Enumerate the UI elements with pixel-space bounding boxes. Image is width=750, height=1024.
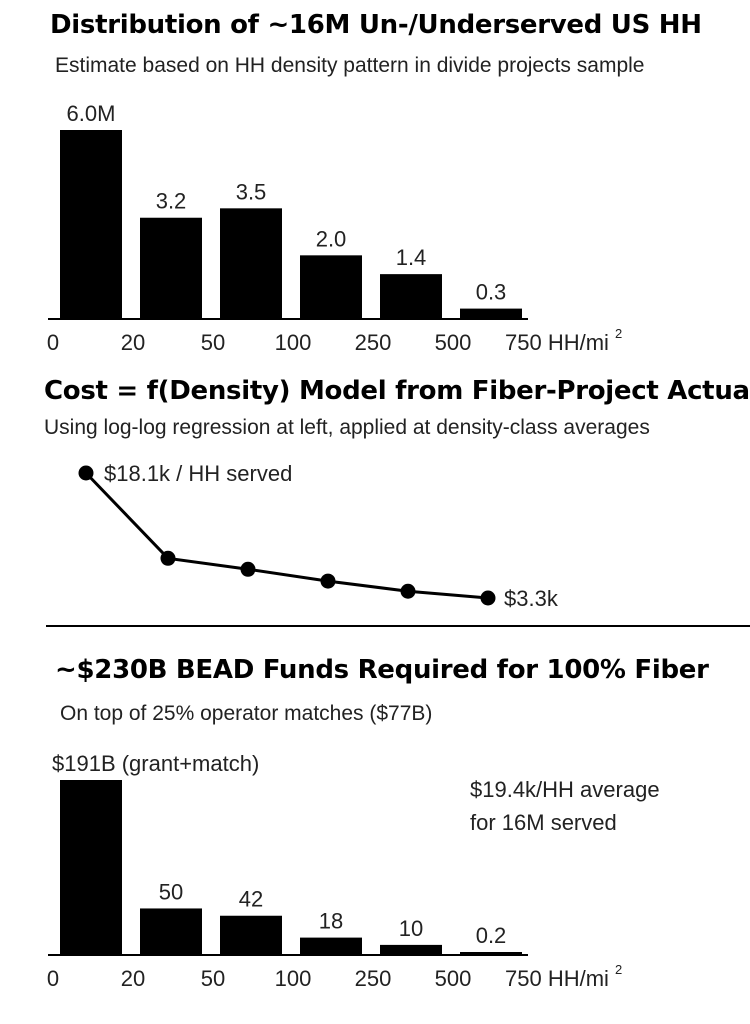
chart2-svg: $18.1k / HH served $3.3k — [46, 461, 750, 627]
x-tick-label: 0 — [47, 330, 59, 355]
bar-100-250 — [300, 255, 362, 318]
x-tick-label: 750 HH/mi 2 — [505, 326, 622, 355]
bar-250-500 — [380, 274, 442, 318]
bar-value-label: 0.3 — [476, 280, 507, 305]
bar-value-label: 3.5 — [236, 179, 267, 204]
bar-500-750 — [460, 308, 522, 318]
bar-100-250 — [300, 937, 362, 954]
bar-value-label: 18 — [319, 909, 343, 934]
bar-500-750 — [460, 952, 522, 954]
x-tick-label: 20 — [121, 330, 145, 355]
x-tick-label: 250 — [355, 966, 392, 991]
x-tick-label: 750 HH/mi 2 — [505, 962, 622, 991]
cost-point-0-20 — [78, 465, 94, 481]
cost-point-50-100 — [240, 561, 256, 577]
start-value-label: $18.1k / HH served — [104, 461, 292, 486]
chart1-title: Distribution of ~16M Un-/Underserved US … — [50, 10, 702, 40]
x-unit-superscript: 2 — [615, 962, 622, 977]
cost-point-500-750 — [480, 590, 496, 606]
bar-20-50 — [140, 217, 202, 318]
x-tick-label: 20 — [121, 966, 145, 991]
bar-0-20 — [60, 130, 122, 318]
bar-50-100 — [220, 915, 282, 954]
x-tick-label: 100 — [275, 966, 312, 991]
bar-250-500 — [380, 944, 442, 954]
end-value-label: $3.3k — [504, 586, 559, 611]
chart2-title: Cost = f(Density) Model from Fiber-Proje… — [44, 376, 750, 406]
x-unit-superscript: 2 — [615, 326, 622, 341]
x-unit-label: HH/mi — [542, 966, 609, 991]
x-tick-label: 500 — [435, 966, 472, 991]
x-tick-label: 100 — [275, 330, 312, 355]
x-tick-label: 0 — [47, 966, 59, 991]
chart1-svg: 6.0M3.2 3.52.01.40.30 20 50 100 250 500 750 HH/… — [47, 101, 622, 355]
bar-value-label: 50 — [159, 879, 183, 904]
cost-line — [84, 471, 489, 600]
chart1-subtitle: Estimate based on HH density pattern in … — [55, 54, 645, 77]
chart3-note-line2: for 16M served — [470, 810, 617, 835]
x-tick-label: 50 — [201, 966, 225, 991]
bar-value-label: 10 — [399, 916, 423, 941]
bar-value-label: 2.0 — [316, 226, 347, 251]
x-tick-label: 50 — [201, 330, 225, 355]
bar-value-label: $191B (grant+match) — [52, 751, 259, 776]
bar-value-label: 0.2 — [476, 923, 507, 948]
chart3-note-line1: $19.4k/HH average — [470, 777, 660, 802]
x-tick-label: 500 — [435, 330, 472, 355]
bar-20-50 — [140, 908, 202, 954]
bar-value-label: 1.4 — [396, 245, 427, 270]
bar-50-100 — [220, 208, 282, 318]
chart3-subtitle: On top of 25% operator matches ($77B) — [60, 702, 433, 725]
cost-point-250-500 — [400, 583, 416, 599]
cost-point-100-250 — [320, 573, 336, 589]
chart3-title: ~$230B BEAD Funds Required for 100% Fibe… — [55, 655, 709, 685]
bar-value-label: 3.2 — [156, 189, 187, 214]
bar-value-label: 42 — [239, 887, 263, 912]
x-unit-label: HH/mi — [542, 330, 609, 355]
chart2-subtitle: Using log-log regression at left, applie… — [44, 416, 650, 439]
x-tick-label: 250 — [355, 330, 392, 355]
cost-point-20-50 — [160, 550, 176, 566]
bar-0-20 — [60, 780, 122, 954]
bar-value-label: 6.0M — [67, 101, 116, 126]
